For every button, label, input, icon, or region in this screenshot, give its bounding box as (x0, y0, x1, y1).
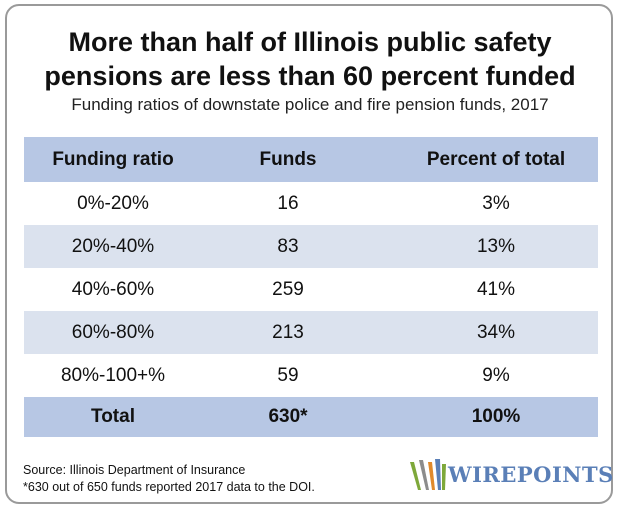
total-percent: 100% (471, 406, 521, 427)
cell-funds: 259 (272, 278, 304, 300)
cell-funding-ratio: 20%-40% (71, 235, 155, 257)
table-row: 60%-80% 213 34% (24, 311, 598, 354)
cell-funding-ratio: 80%-100+% (60, 364, 166, 386)
column-header-funds: Funds (259, 148, 317, 170)
table-total-row: Total 630* 100% (24, 397, 598, 437)
cell-funds: 16 (277, 192, 299, 214)
table-row: 0%-20% 16 3% (24, 182, 598, 225)
cell-funds: 59 (277, 364, 299, 386)
wirepoints-logo: WIREPOINTS (408, 456, 613, 494)
cell-percent: 9% (482, 364, 510, 386)
table-row: 80%-100+% 59 9% (24, 354, 598, 397)
cell-funding-ratio: 0%-20% (77, 192, 149, 214)
cell-percent: 13% (476, 235, 516, 257)
footnote: *630 out of 650 funds reported 2017 data… (23, 480, 315, 494)
cell-percent: 41% (476, 278, 516, 300)
cell-percent: 3% (482, 192, 510, 214)
funding-table: Funding ratio Funds Percent of total 0%-… (24, 137, 598, 437)
table-row: 40%-60% 259 41% (24, 268, 598, 311)
chart-title-line-2: pensions are less than 60 percent funded (44, 61, 576, 91)
source-note: Source: Illinois Department of Insurance (23, 463, 246, 477)
cell-funding-ratio: 60%-80% (71, 321, 155, 343)
footer-notes: Source: Illinois Department of Insurance… (23, 462, 315, 496)
column-header-funding-ratio: Funding ratio (52, 148, 174, 170)
column-header-percent: Percent of total (426, 148, 566, 170)
cell-percent: 34% (476, 321, 516, 343)
total-funds: 630* (268, 406, 308, 427)
cell-funds: 213 (272, 321, 304, 343)
chart-subtitle: Funding ratios of downstate police and f… (71, 95, 549, 114)
cell-funds: 83 (277, 235, 299, 257)
table-header-row: Funding ratio Funds Percent of total (24, 137, 598, 182)
wirepoints-w-logo-icon (410, 459, 446, 490)
table-row: 20%-40% 83 13% (24, 225, 598, 268)
cell-funding-ratio: 40%-60% (71, 278, 155, 300)
total-label: Total (91, 406, 135, 427)
chart-title-line-1: More than half of Illinois public safety (68, 27, 552, 57)
logo-text: WIREPOINTS (448, 462, 614, 487)
